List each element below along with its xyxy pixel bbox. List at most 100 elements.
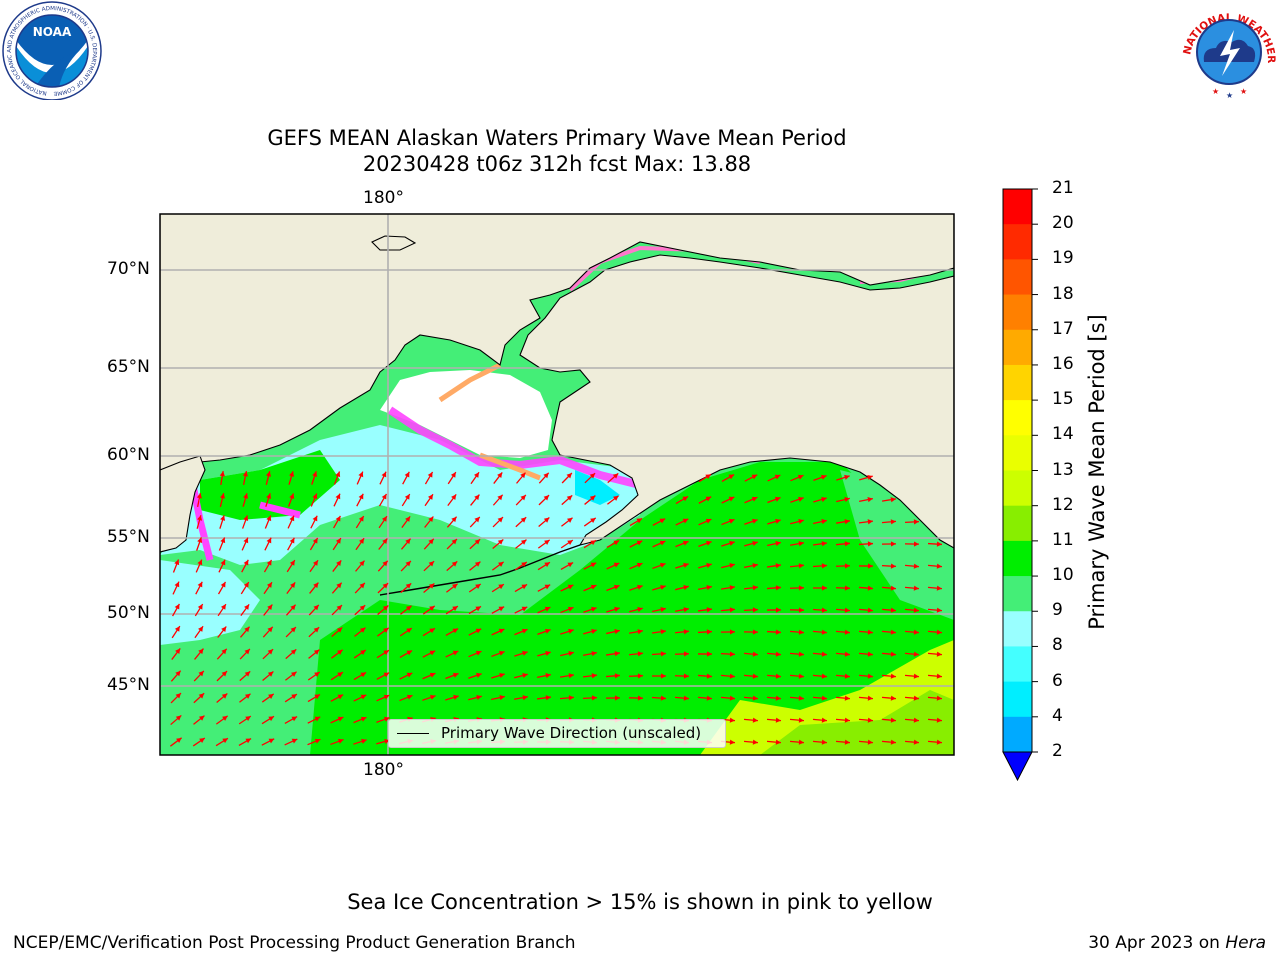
wave-arrow bbox=[264, 515, 272, 529]
wave-arrow bbox=[720, 607, 736, 613]
wave-arrow bbox=[219, 515, 226, 529]
wave-arrow bbox=[607, 495, 619, 505]
wave-arrow bbox=[583, 517, 597, 527]
wave-arrow bbox=[400, 560, 412, 572]
wave-arrow bbox=[264, 537, 272, 551]
wave-arrow bbox=[378, 538, 388, 550]
wave-arrow bbox=[743, 695, 759, 701]
wave-arrow bbox=[516, 472, 526, 484]
wave-arrow bbox=[491, 695, 505, 701]
wave-arrow bbox=[400, 538, 412, 550]
wave-arrow bbox=[330, 649, 344, 659]
wave-arrow bbox=[652, 562, 666, 570]
wave-arrow bbox=[927, 673, 943, 679]
wave-arrow bbox=[265, 471, 272, 485]
wave-arrow bbox=[263, 581, 273, 595]
wave-arrow bbox=[674, 695, 690, 701]
chart-subtitle: 20230428 t06z 312h fcst Max: 13.88 bbox=[362, 152, 752, 176]
wave-arrow bbox=[766, 651, 782, 657]
wave-arrow bbox=[445, 672, 459, 680]
wave-arrow bbox=[835, 739, 851, 745]
wave-direction-arrows bbox=[169, 470, 943, 747]
wave-arrow bbox=[606, 540, 620, 548]
wave-arrow bbox=[606, 562, 620, 570]
wave-arrow bbox=[239, 670, 251, 682]
wave-arrow bbox=[881, 629, 897, 635]
lat-label-70n: 70°N bbox=[107, 259, 150, 279]
wave-arrow bbox=[307, 693, 321, 703]
wave-arrow bbox=[287, 515, 295, 529]
bristol-bay-ice bbox=[575, 470, 620, 505]
wave-arrow bbox=[698, 518, 712, 526]
colorbar-extend-arrow bbox=[1002, 751, 1033, 782]
wave-arrow bbox=[333, 515, 341, 529]
wave-arrow bbox=[514, 561, 528, 571]
wave-arrow bbox=[584, 472, 596, 484]
wave-arrow bbox=[904, 519, 920, 525]
wave-arrow bbox=[697, 629, 713, 635]
wave-arrow bbox=[353, 649, 367, 659]
wave-arrow bbox=[927, 717, 943, 723]
wave-arrow bbox=[354, 627, 366, 637]
wave-arrow bbox=[675, 584, 689, 591]
wave-arrow bbox=[308, 626, 320, 638]
wave-arrow bbox=[583, 539, 597, 549]
wave-arrow bbox=[422, 650, 436, 658]
wave-arrow bbox=[697, 651, 713, 657]
wave-arrow bbox=[721, 496, 735, 504]
wave-arrow bbox=[354, 582, 366, 594]
wave-arrow bbox=[172, 581, 180, 595]
wave-arrow bbox=[881, 519, 897, 525]
wave-arrow bbox=[515, 516, 527, 528]
wave-arrow bbox=[881, 497, 897, 503]
colorbar-segment-4-6 bbox=[1003, 681, 1032, 718]
wave-arrow bbox=[767, 474, 781, 482]
wave-arrow bbox=[881, 563, 897, 569]
wave-arrow bbox=[242, 515, 249, 529]
wave-arrow bbox=[584, 495, 596, 505]
wave-arrow bbox=[744, 474, 758, 482]
wave-arrow bbox=[216, 692, 228, 704]
wave-arrow bbox=[333, 471, 341, 485]
wave-arrow bbox=[355, 537, 365, 551]
wave-arrow bbox=[196, 493, 202, 507]
wave-arrow bbox=[353, 671, 367, 681]
wave-arrow bbox=[240, 603, 250, 617]
wave-arrow bbox=[514, 606, 528, 614]
wave-arrow bbox=[445, 605, 459, 615]
wave-arrow bbox=[629, 584, 643, 591]
wave-arrow bbox=[697, 607, 713, 613]
wave-arrow bbox=[605, 651, 621, 657]
wave-arrow bbox=[743, 585, 759, 591]
wave-arrow bbox=[628, 673, 644, 679]
footer-branch: NCEP/EMC/Verification Post Processing Pr… bbox=[13, 933, 576, 953]
wave-arrow bbox=[812, 585, 828, 591]
wave-arrow bbox=[172, 559, 180, 573]
wave-arrow bbox=[790, 496, 804, 503]
wave-arrow bbox=[262, 648, 274, 660]
wave-arrow bbox=[881, 651, 897, 657]
colorbar-segment-9-10 bbox=[1003, 576, 1032, 612]
wave-arrow bbox=[194, 648, 204, 660]
wave-arrow bbox=[789, 541, 805, 547]
colorbar-tick-label: 18 bbox=[1052, 283, 1074, 304]
map-legend: Primary Wave Direction (unscaled) bbox=[388, 719, 726, 748]
wave-arrow bbox=[606, 606, 620, 613]
wave-arrow bbox=[583, 562, 597, 570]
period-11s-north bbox=[200, 450, 340, 520]
wave-arrow bbox=[445, 650, 459, 658]
legend-line-sample bbox=[397, 733, 429, 734]
wave-arrow bbox=[904, 673, 920, 679]
wave-arrow bbox=[330, 716, 344, 724]
wave-arrow bbox=[447, 494, 457, 506]
wave-arrow bbox=[242, 471, 248, 485]
wave-arrow bbox=[927, 695, 943, 701]
wave-arrow bbox=[218, 559, 226, 573]
wave-arrow bbox=[379, 471, 387, 485]
wave-arrow bbox=[169, 737, 183, 747]
wave-arrow bbox=[286, 559, 296, 573]
wave-arrow bbox=[536, 695, 552, 701]
wave-arrow bbox=[537, 650, 551, 657]
wave-arrow bbox=[560, 606, 574, 614]
